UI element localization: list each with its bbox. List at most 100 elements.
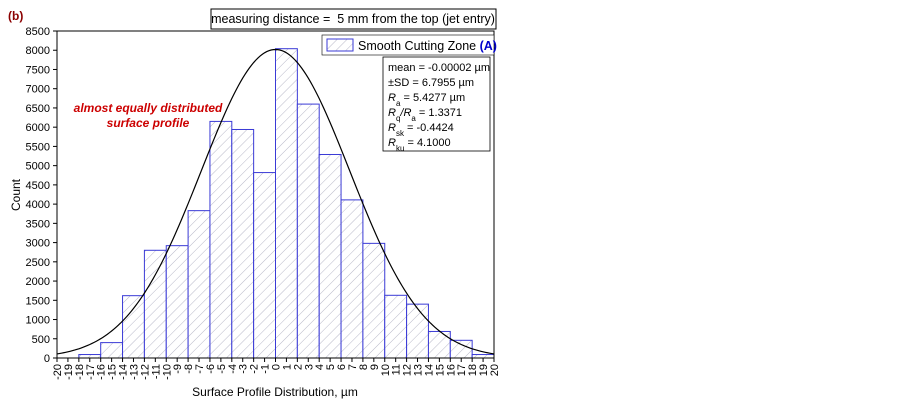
annotation-line-2: surface profile	[107, 116, 190, 130]
x-tick-label: -17	[85, 364, 97, 380]
x-tick-label: -13	[128, 364, 140, 380]
stats-box	[382, 56, 491, 152]
x-tick-label: -16	[96, 364, 108, 380]
histogram-bar	[340, 199, 364, 359]
x-tick-label: 3	[303, 364, 315, 370]
x-tick-label: 12	[402, 364, 414, 376]
x-tick-label: -8	[183, 364, 195, 374]
histogram-bar	[165, 245, 189, 359]
x-tick-label: -3	[238, 364, 250, 374]
x-tick-label: 8	[358, 364, 370, 370]
x-tick-label: 19	[478, 364, 490, 376]
y-tick-label: 4500	[26, 180, 50, 192]
x-tick-label: 14	[423, 364, 435, 376]
y-tick-label: 7500	[26, 64, 50, 76]
x-tick-label: -7	[194, 364, 206, 374]
stat-line: Rq/Ra = 1.3371	[388, 107, 462, 123]
histogram-bar	[449, 339, 473, 359]
histogram-bar	[122, 295, 145, 359]
x-tick-label: -5	[216, 364, 228, 374]
normal-fit-curve	[56, 48, 495, 355]
x-tick-label: -1	[260, 364, 272, 374]
histogram-bar	[427, 330, 451, 359]
x-tick-label: -12	[139, 364, 151, 380]
y-tick-label: 5500	[26, 141, 50, 153]
x-tick-label: 5	[325, 364, 337, 370]
x-tick-label: 6	[336, 364, 348, 370]
bars-layer	[78, 48, 495, 359]
x-tick-label: -10	[161, 364, 173, 380]
stat-line: Rku = 4.1000	[388, 137, 451, 153]
stat-line: Ra = 5.4277 µm	[388, 92, 465, 108]
y-tick-label: 8500	[26, 26, 50, 38]
x-axis-title: Surface Profile Distribution, µm	[192, 385, 358, 399]
histogram-bar	[406, 303, 429, 359]
x-tick-label: 10	[380, 364, 392, 376]
y-tick-label: 5000	[26, 161, 50, 173]
x-tick-label: -14	[118, 364, 130, 380]
x-tick-label: 9	[369, 364, 381, 370]
y-tick-label: 1500	[26, 295, 50, 307]
x-tick-label: -20	[52, 364, 64, 380]
legend-label: Smooth Cutting Zone (A)	[358, 39, 497, 53]
y-tick-label: 4000	[26, 199, 50, 211]
x-axis: -20-19-18-17-16-15-14-13-12-11-10-9-8-7-…	[52, 358, 501, 380]
legend-swatch	[326, 38, 354, 52]
x-tick-label: -18	[74, 364, 86, 380]
y-tick-label: 6000	[26, 122, 50, 134]
annotation-line-1: almost equally distributed	[74, 101, 223, 115]
x-tick-label: -11	[150, 364, 162, 379]
info-box	[210, 8, 497, 30]
y-tick-label: 2000	[26, 276, 50, 288]
y-tick-label: 0	[44, 353, 50, 365]
x-tick-label: 11	[391, 364, 403, 375]
y-axis: 0 500 1000 1500 2000 2500 3000 3500 4000 4500 5000…	[26, 26, 57, 365]
x-tick-label: -2	[249, 364, 261, 374]
y-tick-label: 7000	[26, 84, 50, 96]
histogram-bar	[100, 342, 124, 359]
info-box-text: measuring distance = 5 mm from the top (…	[211, 12, 495, 26]
y-tick-label: 3000	[26, 238, 50, 250]
x-tick-label: 17	[456, 364, 468, 376]
histogram-bar	[78, 354, 102, 359]
x-tick-label: 0	[271, 364, 283, 370]
histogram-bar	[362, 242, 386, 359]
histogram-bar	[253, 172, 276, 359]
x-tick-label: -15	[107, 364, 119, 380]
histogram-bar	[296, 103, 320, 359]
x-tick-label: 4	[314, 364, 326, 370]
x-tick-label: 18	[467, 364, 479, 376]
x-tick-label: -6	[205, 364, 217, 374]
y-tick-label: 3500	[26, 218, 50, 230]
y-tick-label: 500	[32, 334, 50, 346]
x-tick-label: 15	[434, 364, 446, 376]
histogram-bar	[143, 249, 167, 359]
stat-line: mean = -0.00002 µm	[388, 62, 490, 74]
x-tick-label: 13	[413, 364, 425, 376]
stats-list: mean = -0.00002 µm ±SD = 6.7955 µm Ra = 5.…	[388, 62, 490, 153]
y-tick-label: 2500	[26, 257, 50, 269]
histogram-bar	[275, 48, 298, 359]
stat-line: ±SD = 6.7955 µm	[388, 77, 474, 89]
histogram-bar	[187, 210, 211, 359]
x-tick-label: 7	[347, 364, 359, 370]
histogram-bar	[231, 128, 255, 359]
x-tick-label: 16	[445, 364, 457, 376]
y-tick-label: 6500	[26, 103, 50, 115]
y-tick-label: 8000	[26, 45, 50, 57]
histogram-bar	[318, 153, 342, 359]
x-tick-label: 20	[489, 364, 501, 376]
x-tick-label: 2	[292, 364, 304, 370]
histogram-bar	[384, 294, 408, 359]
x-tick-label: 1	[281, 364, 293, 370]
x-tick-label: -4	[227, 364, 239, 374]
panel-label: (b)	[8, 9, 23, 23]
histogram-bar	[471, 354, 495, 359]
x-tick-label: -19	[63, 364, 75, 380]
legend: Smooth Cutting Zone (A)	[321, 34, 497, 56]
stat-line: Rsk = -0.4424	[388, 122, 454, 138]
y-tick-label: 1000	[26, 315, 50, 327]
histogram-bar	[209, 120, 233, 359]
y-axis-title: Count	[9, 178, 23, 211]
